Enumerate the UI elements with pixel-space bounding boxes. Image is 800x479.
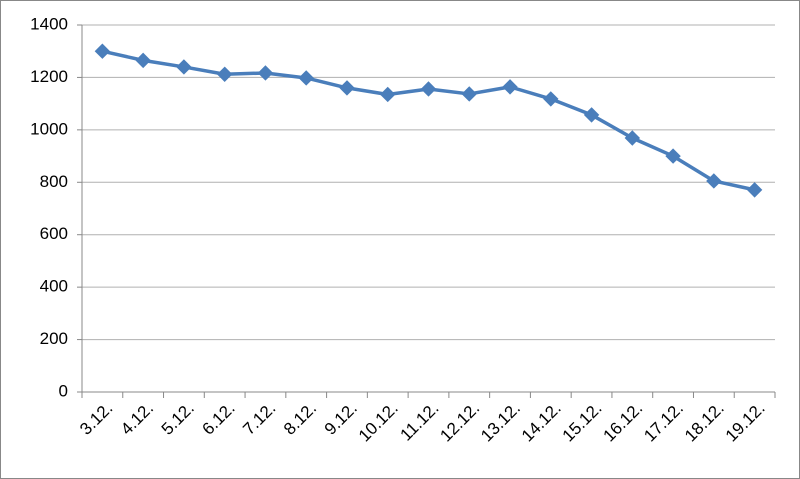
y-tick-label: 800 <box>40 172 68 191</box>
marker <box>216 66 233 82</box>
marker <box>706 173 722 189</box>
marker <box>543 91 559 107</box>
marker <box>135 52 151 69</box>
marker <box>665 148 681 164</box>
marker <box>257 65 274 81</box>
y-tick-label: 200 <box>40 329 68 348</box>
y-tick-label: 0 <box>59 381 68 400</box>
marker <box>624 130 641 146</box>
marker <box>94 43 111 59</box>
marker <box>339 80 355 96</box>
marker <box>502 79 518 95</box>
marker <box>420 81 437 97</box>
marker <box>380 86 396 103</box>
marker <box>298 70 314 86</box>
y-tick-label: 1000 <box>30 119 68 138</box>
marker <box>746 182 763 198</box>
marker <box>461 86 477 102</box>
y-tick-label: 600 <box>40 224 68 243</box>
marker <box>583 107 600 123</box>
y-tick-label: 400 <box>40 277 68 296</box>
marker <box>176 59 192 75</box>
y-tick-label: 1400 <box>30 14 68 33</box>
y-tick-label: 1200 <box>30 67 68 86</box>
